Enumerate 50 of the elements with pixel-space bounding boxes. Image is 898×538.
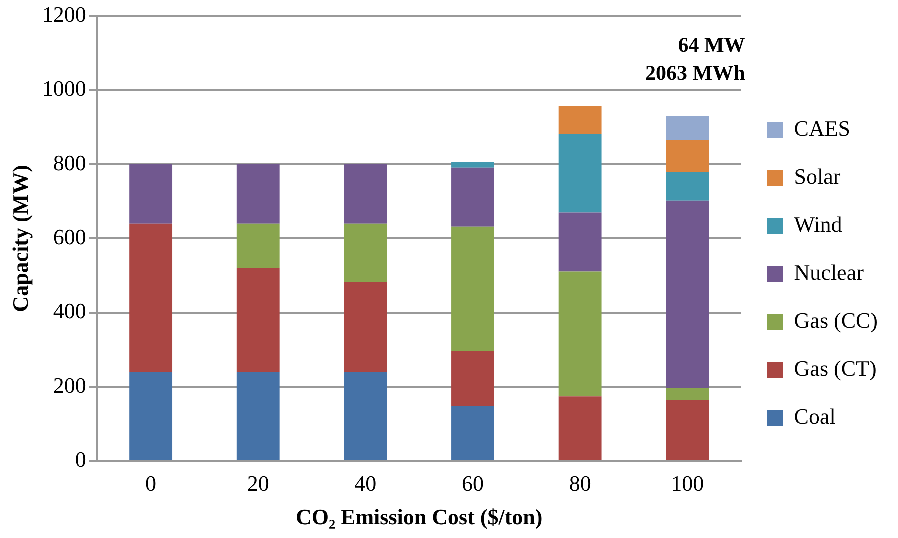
bar — [130, 372, 173, 460]
legend-label: Coal — [794, 404, 836, 429]
x-tick-label: 80 — [569, 471, 592, 496]
legend-label: Wind — [794, 212, 842, 237]
bar — [452, 226, 494, 352]
bar — [236, 372, 280, 460]
bar — [558, 396, 602, 460]
bar — [344, 282, 388, 372]
bar — [452, 168, 494, 227]
legend-label: Gas (CC) — [794, 308, 878, 333]
bar — [344, 224, 388, 282]
bar — [344, 164, 388, 224]
bar — [236, 164, 280, 224]
x-tick-label: 20 — [247, 471, 270, 496]
x-tick-label: 0 — [146, 471, 157, 496]
x-axis-title: CO₂ Emission Cost ($/ton) — [296, 504, 543, 530]
y-tick-label: 600 — [53, 224, 86, 250]
bar — [558, 212, 602, 272]
bar — [236, 224, 280, 268]
bar — [558, 134, 602, 213]
bar — [558, 272, 602, 397]
x-tick-label: 40 — [354, 471, 377, 496]
bar — [344, 372, 388, 460]
bar — [452, 351, 494, 406]
bar — [666, 172, 710, 201]
y-tick-label: 0 — [75, 446, 86, 472]
y-tick-label: 1200 — [42, 2, 86, 27]
legend-label: Gas (CT) — [794, 356, 877, 381]
annotation: 64 MW 2063 MWh — [646, 33, 746, 85]
legend-label: Solar — [794, 164, 842, 189]
legend-label: Nuclear — [794, 260, 865, 285]
bar — [130, 164, 173, 224]
y-tick-label: 800 — [53, 150, 86, 176]
bar — [452, 406, 494, 460]
bar — [666, 116, 710, 140]
legend-label: CAES — [794, 116, 851, 141]
bar — [666, 200, 710, 388]
y-axis-title: Capacity (MW) — [8, 165, 33, 312]
x-tick-label: 60 — [462, 471, 484, 496]
bar — [666, 400, 710, 460]
bar — [452, 162, 494, 168]
bar — [236, 268, 280, 372]
y-tick-label: 200 — [53, 372, 86, 398]
x-tick-label: 100 — [671, 471, 704, 496]
bar — [558, 106, 602, 134]
bar — [130, 224, 173, 372]
bar — [666, 388, 710, 400]
y-tick-label: 1000 — [42, 76, 86, 102]
y-tick-label: 400 — [53, 298, 86, 324]
bar — [666, 140, 710, 172]
